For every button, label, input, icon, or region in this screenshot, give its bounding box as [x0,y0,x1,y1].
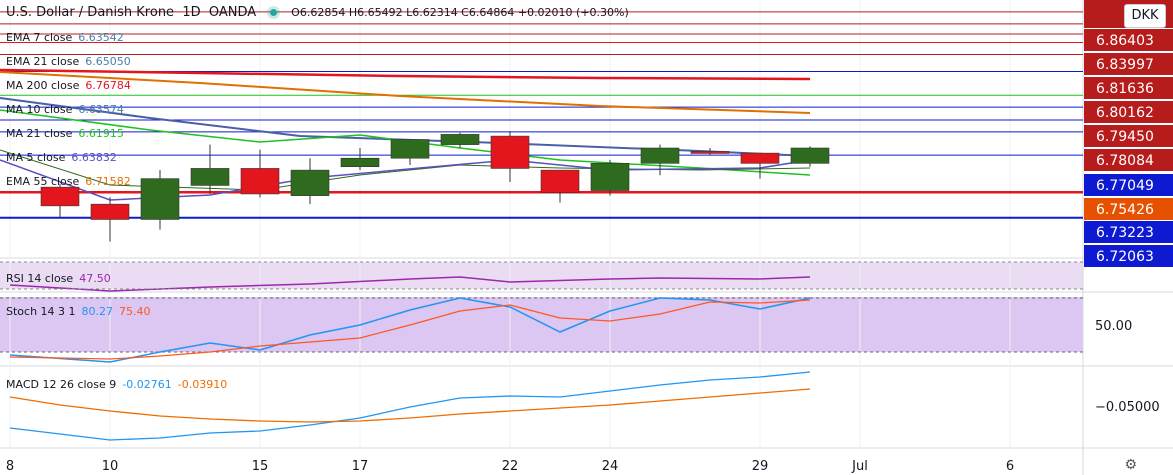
indicator-value: 6.63574 [78,103,124,116]
price-label-bg [1084,101,1173,123]
rsi-value: 47.50 [79,272,111,285]
candle-body [340,157,380,168]
price-label: 6.77049 [1096,178,1154,194]
macd-signal-value: -0.03910 [177,378,228,391]
indicator-label: MA 21 close [6,127,73,140]
stoch-axis-label: 50.00 [1095,319,1132,334]
price-label-bg [1084,77,1173,99]
price-label: 6.81636 [1096,81,1154,97]
stoch-band [0,297,1083,352]
x-tick-label: 29 [752,459,769,474]
price-label-bg [1084,149,1173,171]
stoch-label: Stoch 14 3 1 [6,305,76,318]
candle-body [140,178,180,220]
candle-body [640,147,680,164]
price-label-bg [1084,125,1173,147]
macd-line [9,371,811,441]
indicator-legend-item[interactable]: MA 5 close 6.63832 [6,151,117,164]
price-label: 6.83997 [1096,57,1154,73]
price-label: 6.79450 [1096,129,1154,145]
price-label-bg [1084,29,1173,51]
candle-body [390,139,430,159]
candle-body [590,163,630,191]
indicator-value: 6.65050 [85,55,131,68]
candle-body [440,134,480,145]
macd-axis-label: −0.05000 [1095,400,1160,415]
indicator-value: 6.76784 [85,79,131,92]
price-label: 6.80162 [1096,105,1154,121]
candle-body [490,135,530,169]
candle-body [40,186,80,207]
rsi-band [0,262,1083,289]
market-open-indicator [270,9,278,16]
price-label: 6.75426 [1096,202,1154,218]
x-tick-label: Jul [851,459,868,474]
indicator-legend-item[interactable]: MA 21 close 6.61915 [6,127,124,140]
indicator-legend-item[interactable]: MA 200 close 6.76784 [6,79,131,92]
candle-body [540,169,580,193]
macd-legend[interactable]: MACD 12 26 close 9 -0.02761 -0.03910 [6,378,227,391]
candle-body [290,169,330,196]
indicator-value: 6.71582 [85,175,131,188]
stoch-k-value: 80.27 [81,305,114,318]
price-label: 6.78084 [1096,153,1154,169]
rsi-legend[interactable]: RSI 14 close 47.50 [6,272,111,285]
macd-value: -0.02761 [122,378,172,391]
price-label: 6.72063 [1096,249,1154,265]
x-tick-label: 17 [352,459,369,474]
stoch-k-line [9,297,811,363]
stoch-legend[interactable]: Stoch 14 3 1 80.27 75.40 [6,305,151,318]
price-label-bg [1084,174,1173,196]
indicator-label: MA 200 close [6,79,80,92]
indicator-legend-item[interactable]: EMA 55 close 6.71582 [6,175,131,188]
macd-label: MACD 12 26 close 9 [6,378,117,391]
candle-body [240,168,280,195]
x-tick-label: 24 [602,459,619,474]
ohlc-readout: O6.62854 H6.65492 L6.62314 C6.64864 +0.0… [291,6,629,19]
price-label-bg [1084,245,1173,267]
price-label-bg [1084,198,1173,220]
indicator-legend-item[interactable]: EMA 21 close 6.65050 [6,55,131,68]
price-label: 6.86403 [1096,33,1154,49]
candle-body [740,152,780,164]
rsi-line [9,276,811,292]
x-tick-label: 10 [102,459,119,474]
x-tick-label: 8 [6,459,14,474]
candle-body [90,203,130,220]
indicator-value: 6.63542 [78,31,124,44]
x-tick-label: 15 [252,459,269,474]
ma200-line [0,68,811,81]
x-tick-label: 22 [502,459,519,474]
indicator-label: MA 5 close [6,151,66,164]
chart-header: U.S. Dollar / Danish Krone 1D OANDA O6.6… [6,5,629,20]
indicator-label: EMA 7 close [6,31,73,44]
candle-body [190,168,230,186]
rsi-label: RSI 14 close [6,272,74,285]
symbol-title[interactable]: U.S. Dollar / Danish Krone 1D OANDA [6,5,257,20]
indicator-legend-item[interactable]: EMA 7 close 6.63542 [6,31,124,44]
currency-badge[interactable]: DKK [1124,4,1166,28]
candle-body [690,151,730,154]
price-label: 6.73223 [1096,225,1154,241]
stoch-d-value: 75.40 [119,305,151,318]
ema55-line [0,71,811,114]
macd-signal-line [9,388,811,423]
indicator-label: MA 10 close [6,103,73,116]
indicator-label: EMA 21 close [6,55,80,68]
stoch-d-line [9,299,811,360]
price-label-bg [1084,53,1173,75]
indicator-value: 6.63832 [71,151,117,164]
indicator-value: 6.61915 [78,127,124,140]
settings-gear-icon[interactable]: ⚙ [1124,457,1137,473]
indicator-label: EMA 55 close [6,175,80,188]
indicator-legend-item[interactable]: MA 10 close 6.63574 [6,103,124,116]
x-tick-label: 6 [1006,459,1014,474]
candle-body [790,147,830,164]
price-label-bg [1084,221,1173,243]
